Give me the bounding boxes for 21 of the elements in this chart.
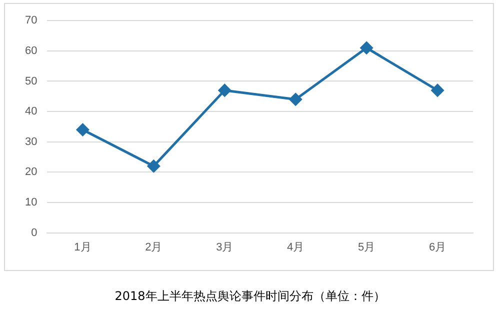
x-tick-label: 6月 [428, 241, 446, 254]
point [431, 84, 444, 97]
point [289, 93, 302, 106]
y-tick-label: 0 [31, 226, 38, 239]
x-tick-label: 2月 [145, 241, 162, 254]
x-tick-label: 4月 [287, 241, 304, 254]
y-tick-label: 20 [24, 166, 38, 178]
y-tick-label: 60 [24, 44, 38, 57]
y-tick-label: 30 [24, 136, 38, 148]
y-tick-label: 50 [24, 75, 38, 88]
y-tick-label: 40 [24, 106, 38, 118]
point [360, 42, 373, 54]
point [76, 123, 89, 136]
x-tick-label: 5月 [358, 241, 376, 254]
x-tick-label: 1月 [74, 241, 92, 254]
y-tick-label: 70 [24, 14, 38, 27]
text: 2018年上半年热点舆论事件时间分布（单位：件） [114, 288, 386, 305]
y-tick-label: 10 [24, 196, 38, 209]
point [218, 84, 231, 97]
point [147, 160, 160, 172]
x-tick-label: 3月 [216, 241, 234, 254]
